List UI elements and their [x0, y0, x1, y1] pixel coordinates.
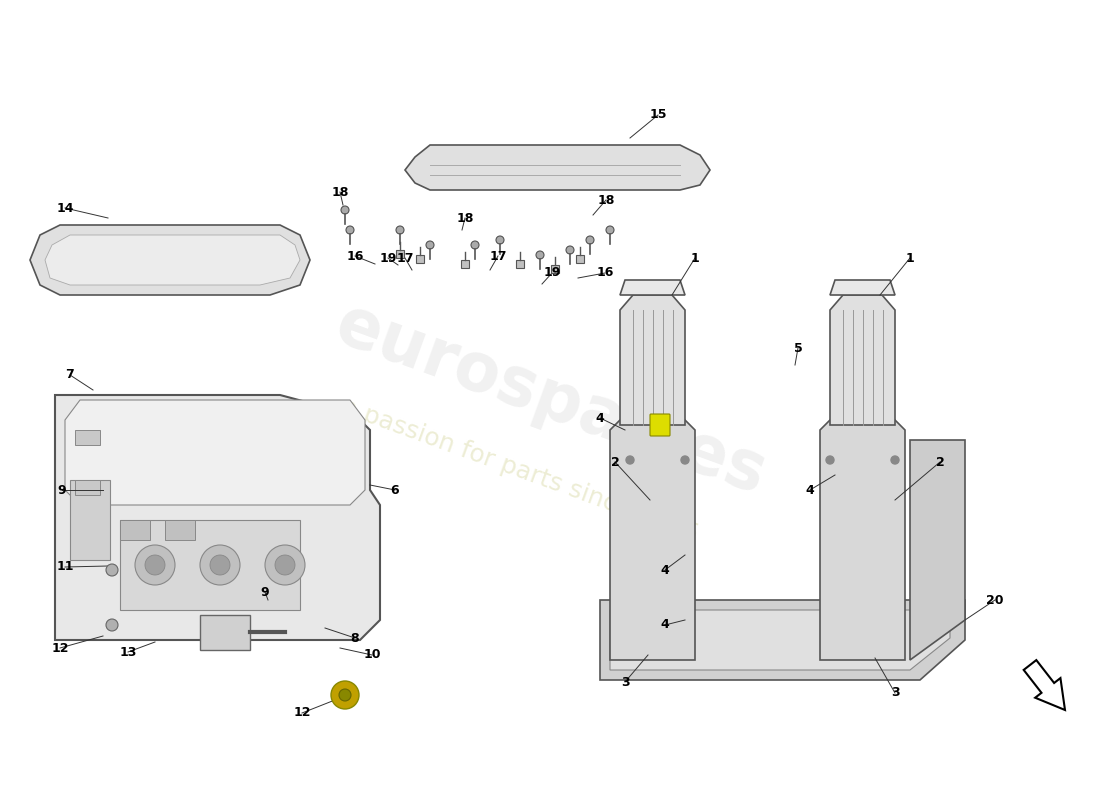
- Polygon shape: [820, 415, 905, 660]
- Circle shape: [265, 545, 305, 585]
- Bar: [576, 255, 584, 263]
- Bar: [75, 480, 100, 495]
- Circle shape: [331, 681, 359, 709]
- Text: 8: 8: [351, 631, 360, 645]
- Bar: [200, 615, 250, 650]
- Circle shape: [275, 555, 295, 575]
- Text: 2: 2: [610, 455, 619, 469]
- Text: 10: 10: [363, 649, 381, 662]
- Circle shape: [200, 545, 240, 585]
- Text: 9: 9: [57, 483, 66, 497]
- Text: 11: 11: [56, 561, 74, 574]
- Text: 1: 1: [691, 251, 700, 265]
- Polygon shape: [405, 145, 710, 190]
- Bar: [120, 520, 150, 540]
- Text: 1: 1: [905, 251, 914, 265]
- Bar: [461, 260, 469, 268]
- FancyArrow shape: [1024, 660, 1065, 710]
- Text: eurospartes: eurospartes: [326, 291, 774, 509]
- Circle shape: [606, 226, 614, 234]
- Text: 3: 3: [620, 675, 629, 689]
- Polygon shape: [620, 295, 685, 425]
- Circle shape: [536, 251, 544, 259]
- Bar: [416, 255, 424, 263]
- Text: 4: 4: [595, 411, 604, 425]
- Text: 20: 20: [987, 594, 1003, 606]
- Polygon shape: [830, 280, 895, 295]
- Text: 15: 15: [649, 109, 667, 122]
- Text: 12: 12: [294, 706, 310, 719]
- Text: 3: 3: [891, 686, 900, 699]
- Circle shape: [471, 241, 478, 249]
- Text: 18: 18: [331, 186, 349, 198]
- Polygon shape: [610, 610, 950, 670]
- Circle shape: [346, 226, 354, 234]
- Polygon shape: [55, 395, 380, 640]
- Circle shape: [145, 555, 165, 575]
- Text: 4: 4: [661, 563, 670, 577]
- FancyBboxPatch shape: [650, 414, 670, 436]
- Polygon shape: [610, 415, 695, 660]
- Text: 2: 2: [936, 455, 945, 469]
- Circle shape: [106, 619, 118, 631]
- Polygon shape: [600, 600, 965, 680]
- Bar: [516, 260, 524, 268]
- Bar: [551, 265, 559, 273]
- Text: 17: 17: [490, 250, 507, 262]
- Text: 19: 19: [543, 266, 561, 279]
- Circle shape: [135, 545, 175, 585]
- Polygon shape: [45, 235, 300, 285]
- Circle shape: [681, 456, 689, 464]
- Text: 14: 14: [56, 202, 74, 214]
- Bar: [165, 520, 195, 540]
- Circle shape: [566, 246, 574, 254]
- Text: 7: 7: [66, 369, 75, 382]
- Text: 16: 16: [346, 250, 364, 262]
- Circle shape: [426, 241, 434, 249]
- Circle shape: [396, 226, 404, 234]
- Text: 12: 12: [52, 642, 68, 654]
- Polygon shape: [620, 280, 685, 295]
- Circle shape: [626, 456, 634, 464]
- Text: 4: 4: [661, 618, 670, 631]
- Text: 4: 4: [805, 483, 814, 497]
- Bar: [396, 250, 404, 258]
- Circle shape: [496, 236, 504, 244]
- Polygon shape: [30, 225, 310, 295]
- Text: 5: 5: [793, 342, 802, 354]
- Text: 16: 16: [596, 266, 614, 279]
- Polygon shape: [910, 440, 965, 660]
- Text: 19: 19: [379, 251, 397, 265]
- Polygon shape: [830, 295, 895, 425]
- Text: 17: 17: [396, 251, 414, 265]
- Circle shape: [341, 206, 349, 214]
- Text: 18: 18: [456, 211, 474, 225]
- Bar: [120, 520, 300, 610]
- Text: 18: 18: [597, 194, 615, 206]
- Circle shape: [210, 555, 230, 575]
- Text: 9: 9: [261, 586, 270, 598]
- Text: 13: 13: [119, 646, 136, 658]
- Text: 6: 6: [390, 483, 399, 497]
- Circle shape: [586, 236, 594, 244]
- Text: a passion for parts since 1985: a passion for parts since 1985: [338, 394, 702, 546]
- Circle shape: [106, 564, 118, 576]
- Circle shape: [339, 689, 351, 701]
- Bar: [70, 480, 110, 560]
- Bar: [75, 430, 100, 445]
- Circle shape: [826, 456, 834, 464]
- Circle shape: [891, 456, 899, 464]
- Polygon shape: [65, 400, 365, 505]
